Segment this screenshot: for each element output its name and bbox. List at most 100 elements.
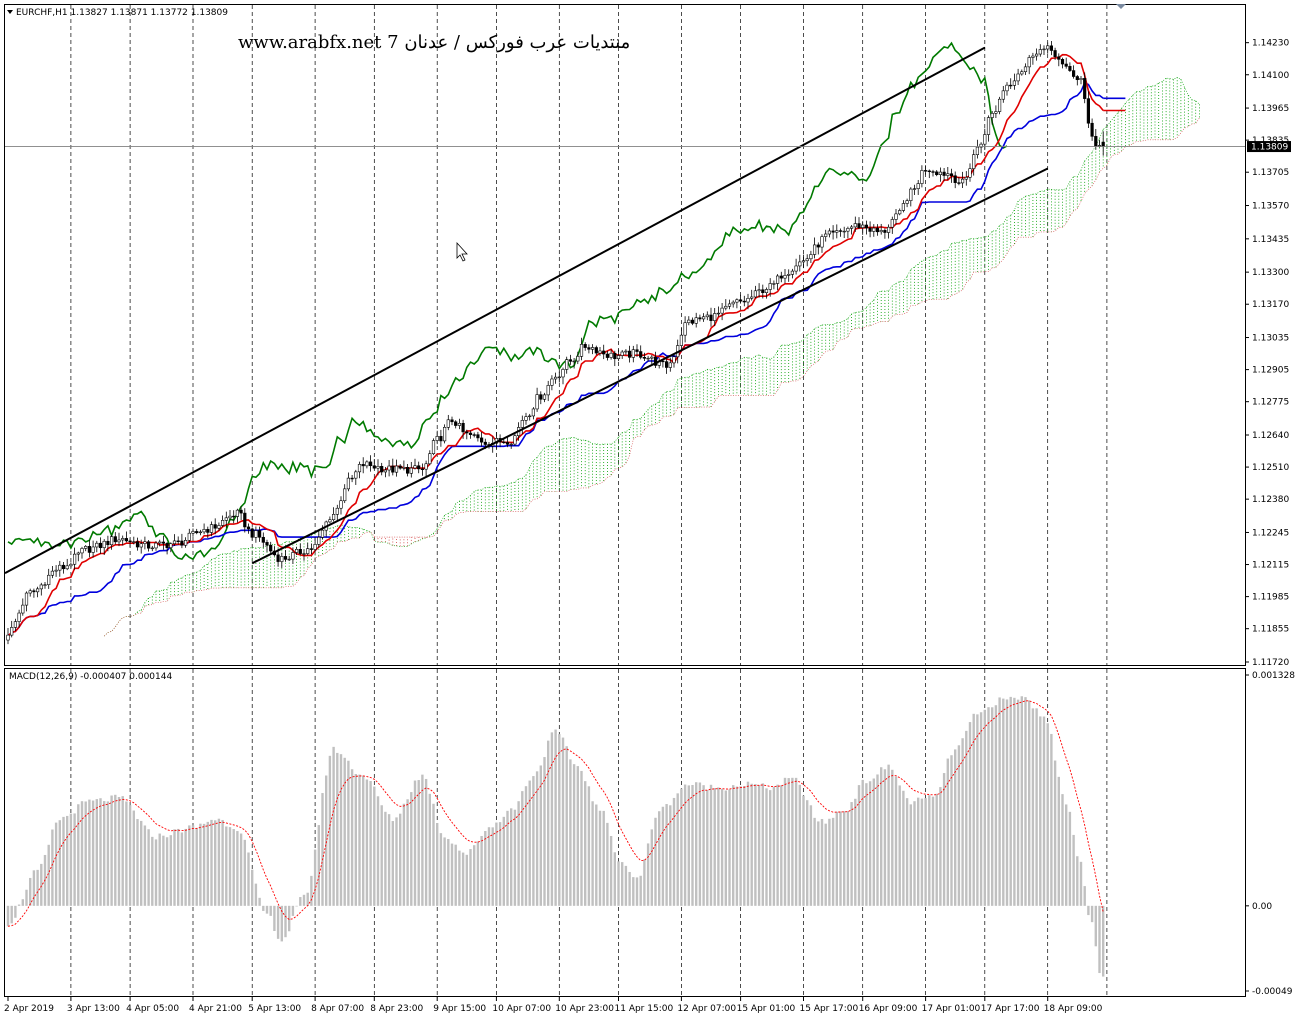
macd-bar: [288, 905, 291, 932]
macd-bar: [128, 805, 132, 906]
macd-bar: [687, 785, 690, 906]
candle-body: [17, 612, 21, 622]
macd-bar: [450, 843, 454, 906]
candle-body: [1086, 98, 1090, 124]
macd-bar: [243, 839, 246, 906]
candle-body: [61, 564, 66, 570]
candle-body: [198, 531, 203, 534]
candle-body: [368, 461, 373, 467]
dropdown-arrow-icon[interactable]: [7, 10, 13, 14]
candle-body: [376, 466, 380, 469]
macd-bar: [928, 795, 931, 906]
candle-body: [938, 171, 942, 175]
macd-bar: [232, 829, 235, 906]
macd-bar: [857, 785, 861, 906]
candle-body: [513, 435, 517, 445]
macd-bar: [898, 785, 901, 906]
macd-bar: [1098, 905, 1101, 974]
candle-body: [176, 540, 180, 542]
macd-bar: [428, 793, 431, 906]
candle-body: [590, 347, 595, 350]
macd-bar: [802, 795, 805, 906]
candle-body: [772, 283, 776, 285]
macd-bar: [572, 764, 576, 906]
macd-bar: [798, 784, 801, 906]
macd-y-tick-label: 0.001328: [1252, 671, 1295, 681]
macd-bar: [883, 769, 887, 906]
candle-body: [302, 553, 306, 555]
price-candles: [6, 40, 1105, 645]
candle-body: [191, 531, 195, 534]
macd-bar: [1031, 708, 1035, 906]
candle-body: [84, 546, 88, 549]
candle-body: [80, 548, 84, 554]
candle-body: [335, 507, 339, 515]
macd-bar: [162, 835, 165, 906]
macd-bar: [591, 801, 594, 906]
y-tick-label: 1.12775: [1252, 398, 1289, 408]
candle-body: [405, 467, 410, 474]
macd-bar: [391, 821, 394, 906]
candle-body: [864, 224, 868, 229]
macd-bar: [706, 790, 709, 906]
candle-body: [354, 471, 358, 479]
macd-signal-line: [7, 700, 1104, 927]
candle-body: [394, 465, 399, 473]
candle-body: [568, 359, 572, 362]
macd-bar: [517, 801, 520, 906]
candle-body: [195, 531, 199, 534]
candle-body: [883, 230, 887, 233]
macd-bar: [106, 801, 110, 906]
candle-body: [357, 464, 362, 473]
chart-shift-marker-icon[interactable]: [1116, 4, 1126, 9]
candle-body: [435, 436, 439, 441]
y-tick-label: 1.12905: [1252, 366, 1289, 376]
candle-body: [32, 590, 36, 593]
candle-body: [572, 360, 576, 363]
candle-body: [528, 415, 532, 418]
candle-body: [298, 548, 302, 554]
macd-bar: [794, 777, 798, 906]
candle-body: [283, 556, 288, 560]
candle-body: [172, 540, 177, 545]
macd-bar: [17, 904, 21, 906]
candle-body: [742, 300, 746, 303]
candle-body: [350, 477, 354, 480]
candle-body: [694, 317, 698, 324]
macd-bar: [295, 905, 298, 907]
macd-bar: [535, 771, 539, 906]
macd-bar: [417, 780, 420, 906]
macd-bar: [36, 869, 39, 906]
macd-bar: [406, 799, 409, 906]
macd-bar: [191, 825, 195, 906]
macd-bar: [284, 905, 287, 938]
macd-bar: [491, 827, 494, 906]
candle-body: [861, 224, 865, 228]
candle-body: [713, 313, 717, 321]
candle-body: [1023, 66, 1028, 73]
candle-body: [594, 347, 598, 354]
candle-body: [261, 536, 265, 543]
macd-bar: [95, 799, 98, 906]
candle-body: [975, 146, 979, 155]
macd-bar: [957, 745, 961, 906]
macd-bar: [669, 805, 672, 906]
y-tick-label: 1.11985: [1252, 593, 1289, 603]
macd-bar: [376, 796, 380, 906]
macd-bar: [269, 905, 272, 916]
macd-bar: [32, 870, 36, 906]
candle-body: [909, 188, 913, 201]
candle-body: [306, 548, 310, 554]
y-tick-label: 1.13300: [1252, 268, 1289, 278]
candle-body: [457, 422, 462, 426]
macd-bar: [195, 827, 198, 906]
candle-body: [50, 570, 54, 576]
macd-bar: [469, 849, 472, 906]
macd-bar: [395, 817, 398, 906]
candle-body: [1079, 78, 1083, 81]
macd-bar: [165, 837, 169, 906]
candle-body: [609, 352, 613, 358]
macd-bar: [750, 783, 753, 906]
candle-body: [317, 536, 321, 545]
macd-bar: [820, 818, 824, 906]
